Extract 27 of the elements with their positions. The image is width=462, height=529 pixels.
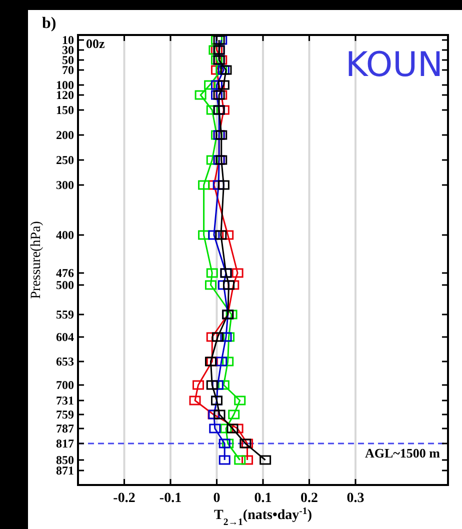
y-tick-label: 300 bbox=[56, 178, 74, 192]
x-tick-label: 0.1 bbox=[254, 491, 272, 506]
annotation: 00z bbox=[86, 36, 105, 51]
y-tick-label: 653 bbox=[56, 354, 74, 368]
y-tick-label: 150 bbox=[56, 103, 74, 117]
y-tick-label: 817 bbox=[56, 436, 74, 450]
x-axis-title: T$_{2→1}$(nats•day$^{-1}$) bbox=[214, 506, 312, 528]
text: b) bbox=[42, 15, 56, 32]
x-tick-label: 0.3 bbox=[346, 491, 364, 506]
x-tick-label: 0.2 bbox=[300, 491, 318, 506]
x-tick-label: -0.2 bbox=[113, 491, 136, 506]
y-tick-label: 759 bbox=[56, 408, 74, 422]
x-tick-label: 0 bbox=[213, 491, 220, 506]
y-tick-label: 250 bbox=[56, 153, 74, 167]
y-axis-title: Pressure(hPa) bbox=[29, 220, 44, 299]
y-tick-label: 500 bbox=[56, 278, 74, 292]
y-tick-label: 476 bbox=[56, 266, 74, 280]
y-tick-label: 700 bbox=[56, 378, 74, 392]
y-tick-label: 604 bbox=[56, 330, 74, 344]
y-tick-label: 787 bbox=[56, 422, 74, 436]
y-tick-label: 731 bbox=[56, 394, 74, 408]
y-tick-label: 559 bbox=[56, 308, 74, 322]
x-tick-label: -0.1 bbox=[159, 491, 182, 506]
y-tick-label: 400 bbox=[56, 228, 74, 242]
annotation: KOUN bbox=[345, 45, 443, 85]
y-tick-label: 200 bbox=[56, 128, 74, 142]
ref-line-label: AGL~1500 m bbox=[364, 446, 440, 460]
